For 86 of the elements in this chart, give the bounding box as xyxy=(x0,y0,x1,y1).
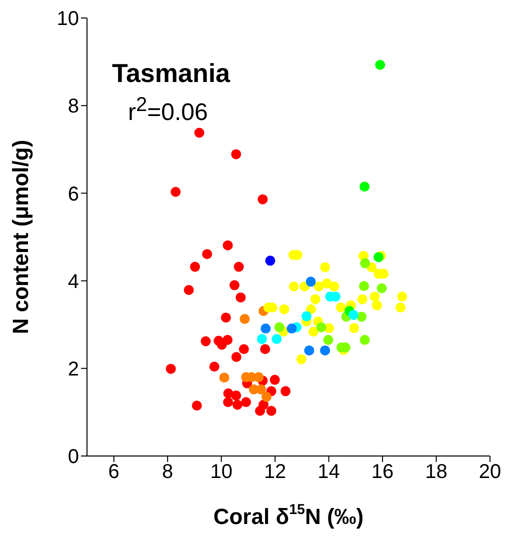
point xyxy=(260,324,271,334)
point xyxy=(184,285,194,295)
point xyxy=(192,400,202,411)
point xyxy=(219,372,230,383)
point xyxy=(360,258,370,268)
x-tick-label: 6 xyxy=(108,461,120,484)
point xyxy=(231,149,242,160)
point xyxy=(241,397,252,408)
point xyxy=(194,128,204,138)
point xyxy=(360,182,370,192)
x-tick-label: 10 xyxy=(210,461,232,484)
point xyxy=(320,345,330,356)
y-tick-label: 8 xyxy=(68,96,79,118)
point xyxy=(336,302,346,313)
point xyxy=(308,326,318,337)
x-tick-label: 20 xyxy=(478,461,502,484)
point xyxy=(200,336,211,346)
point xyxy=(266,406,276,416)
point xyxy=(256,334,267,344)
point xyxy=(370,292,380,302)
point xyxy=(220,312,231,323)
point xyxy=(302,311,312,322)
point xyxy=(306,276,316,287)
point xyxy=(329,281,340,292)
point xyxy=(360,334,370,345)
point xyxy=(256,384,266,394)
point xyxy=(306,304,316,314)
point xyxy=(272,334,282,344)
point xyxy=(260,344,270,354)
annotation: r$^{2}$=0.06 xyxy=(128,94,208,127)
point xyxy=(316,322,326,332)
point xyxy=(279,304,290,314)
point xyxy=(166,364,176,374)
point xyxy=(314,281,324,292)
point xyxy=(320,262,330,272)
y-tick-label: 6 xyxy=(68,183,79,206)
point xyxy=(222,240,233,250)
point xyxy=(190,262,200,272)
point xyxy=(255,406,266,416)
y-tick-label: 10 xyxy=(56,8,79,30)
point xyxy=(304,345,314,356)
point xyxy=(280,386,291,396)
point xyxy=(356,312,367,322)
point xyxy=(236,292,246,302)
point xyxy=(231,352,242,362)
x-tick-label: 18 xyxy=(425,461,448,484)
point xyxy=(209,362,220,372)
x-axis-title: Coral δ$^{15}$N (‰) xyxy=(213,502,364,529)
point xyxy=(397,292,408,302)
y-tick-label: 2 xyxy=(68,358,79,380)
point xyxy=(274,322,284,332)
point xyxy=(296,354,306,364)
point xyxy=(265,256,276,266)
point xyxy=(238,344,249,354)
point xyxy=(375,60,386,70)
x-tick-label: 14 xyxy=(318,461,340,484)
x-tick-label: 8 xyxy=(162,461,174,484)
point xyxy=(372,300,382,310)
point xyxy=(396,302,406,313)
point xyxy=(232,400,242,410)
point xyxy=(261,392,272,402)
point xyxy=(348,310,359,320)
point xyxy=(323,334,334,345)
point xyxy=(240,314,250,324)
point xyxy=(357,294,368,304)
point xyxy=(234,262,244,272)
point xyxy=(270,374,280,385)
point xyxy=(258,194,268,204)
y-tick-label: 0 xyxy=(68,446,79,468)
x-tick-label: 12 xyxy=(264,461,286,484)
point xyxy=(288,281,299,292)
point xyxy=(202,249,212,260)
point xyxy=(358,281,369,292)
x-tick-label: 16 xyxy=(371,461,394,484)
text: Tasmania xyxy=(112,58,230,89)
point xyxy=(310,294,320,304)
point xyxy=(254,372,264,382)
point xyxy=(170,186,181,197)
y-tick-label: 4 xyxy=(68,270,79,293)
point xyxy=(376,283,387,294)
point xyxy=(231,390,242,401)
point xyxy=(223,397,234,408)
point xyxy=(286,324,297,334)
point xyxy=(349,323,360,334)
point xyxy=(230,280,240,290)
y-axis-title: N content (μmol/g) xyxy=(8,140,33,334)
